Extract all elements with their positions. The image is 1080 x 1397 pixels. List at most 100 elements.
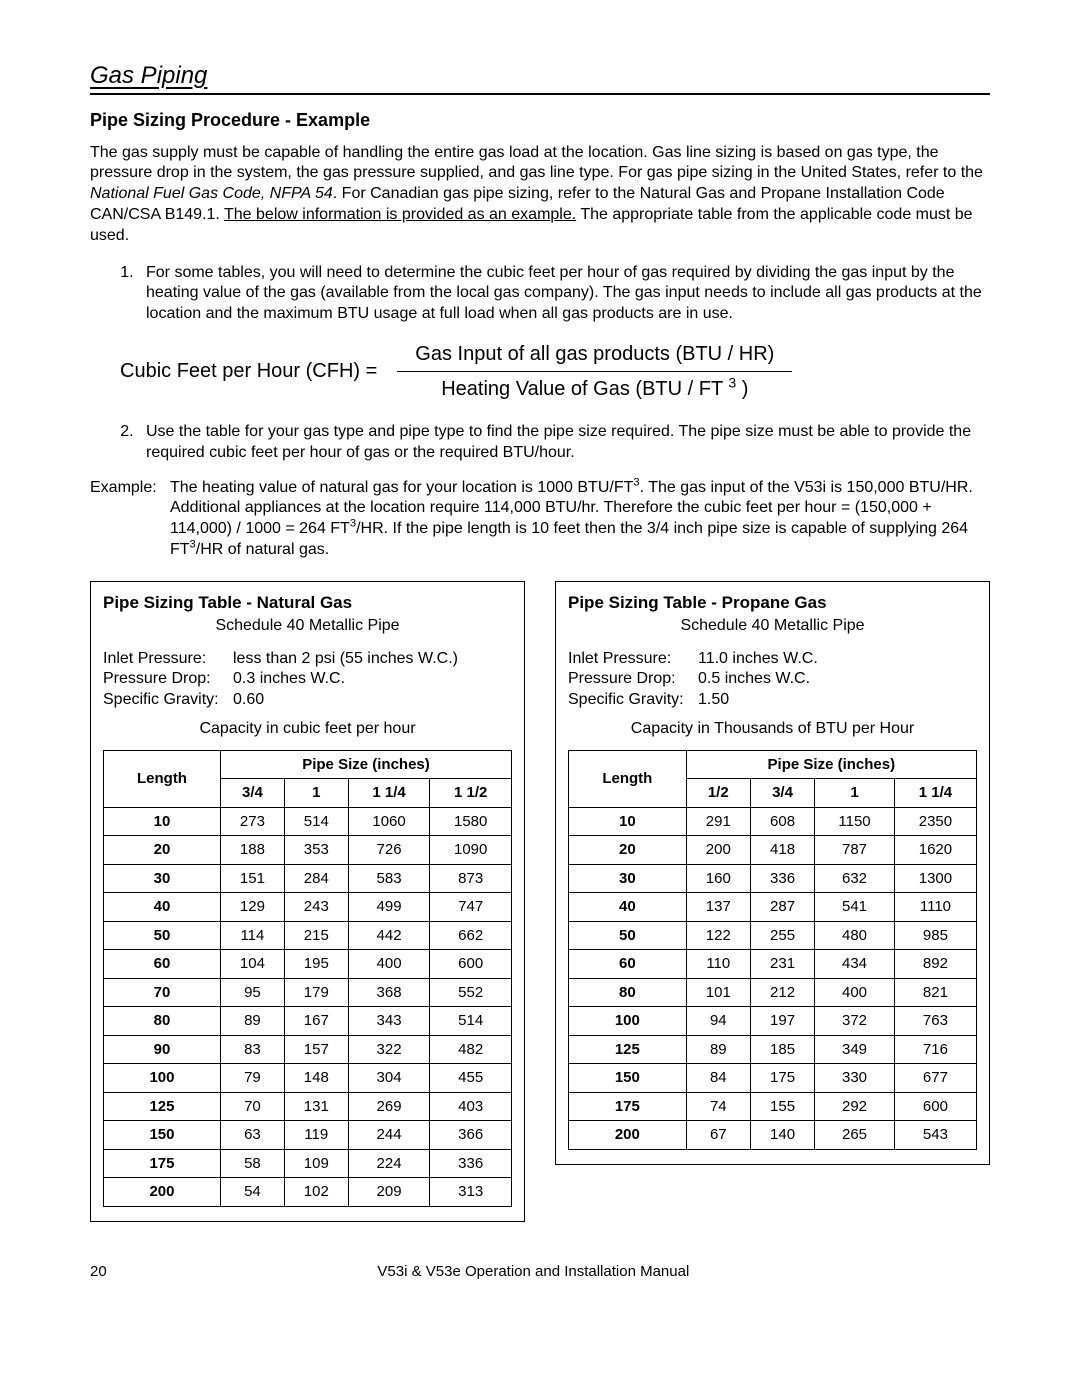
- pg-cell: 1620: [894, 836, 976, 865]
- intro-paragraph: The gas supply must be capable of handli…: [90, 143, 990, 247]
- table-row: 12570131269403: [104, 1092, 512, 1121]
- pg-cell: 1300: [894, 864, 976, 893]
- pg-cell: 100: [569, 1007, 687, 1036]
- ng-cell: 224: [348, 1149, 430, 1178]
- pg-inlet-label: Inlet Pressure:: [568, 649, 698, 670]
- pg-cell: 89: [686, 1035, 750, 1064]
- ng-grav-value: 0.60: [233, 690, 264, 711]
- example-label: Example:: [90, 478, 170, 561]
- pg-cell: 349: [815, 1035, 895, 1064]
- intro-underlined: The below information is provided as an …: [224, 206, 576, 223]
- ng-cell: 114: [220, 921, 284, 950]
- table-row: 20067140265543: [569, 1121, 977, 1150]
- ng-col-0: 3/4: [220, 779, 284, 808]
- ng-cell: 90: [104, 1035, 221, 1064]
- formula-lhs: Cubic Feet per Hour (CFH) =: [120, 358, 387, 384]
- pg-cell: 480: [815, 921, 895, 950]
- ng-cell: 514: [284, 807, 348, 836]
- pg-cell: 110: [686, 950, 750, 979]
- table-row: 60104195400600: [104, 950, 512, 979]
- ng-cell: 20: [104, 836, 221, 865]
- pg-col-2: 1: [815, 779, 895, 808]
- pg-caption: Capacity in Thousands of BTU per Hour: [568, 719, 977, 740]
- pg-cell: 632: [815, 864, 895, 893]
- ng-cell: 1090: [430, 836, 512, 865]
- ng-cell: 322: [348, 1035, 430, 1064]
- pg-cell: 101: [686, 978, 750, 1007]
- pg-cell: 74: [686, 1092, 750, 1121]
- pg-cell: 787: [815, 836, 895, 865]
- formula-cfh: Cubic Feet per Hour (CFH) = Gas Input of…: [120, 339, 990, 404]
- table-row: 12589185349716: [569, 1035, 977, 1064]
- ng-cell: 151: [220, 864, 284, 893]
- ng-cell: 83: [220, 1035, 284, 1064]
- ng-cell: 403: [430, 1092, 512, 1121]
- ng-col-3: 1 1/2: [430, 779, 512, 808]
- ng-cell: 10: [104, 807, 221, 836]
- ng-cell: 400: [348, 950, 430, 979]
- ng-cell: 366: [430, 1121, 512, 1150]
- ng-cell: 244: [348, 1121, 430, 1150]
- table-row: 9083157322482: [104, 1035, 512, 1064]
- pg-cell: 677: [894, 1064, 976, 1093]
- ng-cell: 80: [104, 1007, 221, 1036]
- pg-grav-value: 1.50: [698, 690, 729, 711]
- ng-grav-label: Specific Gravity:: [103, 690, 233, 711]
- ng-cell: 188: [220, 836, 284, 865]
- ng-cell: 1580: [430, 807, 512, 836]
- pg-cell: 265: [815, 1121, 895, 1150]
- table-row: 20054102209313: [104, 1178, 512, 1207]
- intro-part1: The gas supply must be capable of handli…: [90, 144, 983, 182]
- pg-cell: 140: [750, 1121, 814, 1150]
- formula-denom-pre: Heating Value of Gas (BTU / FT: [441, 378, 728, 400]
- ng-cell: 100: [104, 1064, 221, 1093]
- ng-cell: 336: [430, 1149, 512, 1178]
- ng-cell: 79: [220, 1064, 284, 1093]
- ng-cell: 215: [284, 921, 348, 950]
- ng-cell: 269: [348, 1092, 430, 1121]
- pg-cell: 541: [815, 893, 895, 922]
- page-footer: 20 V53i & V53e Operation and Installatio…: [90, 1262, 990, 1282]
- pg-cell: 175: [750, 1064, 814, 1093]
- tables-row: Pipe Sizing Table - Natural Gas Schedule…: [90, 581, 990, 1222]
- pg-cell: 10: [569, 807, 687, 836]
- natural-gas-table-block: Pipe Sizing Table - Natural Gas Schedule…: [90, 581, 525, 1222]
- ng-cell: 442: [348, 921, 430, 950]
- table-row: 17574155292600: [569, 1092, 977, 1121]
- ng-cell: 179: [284, 978, 348, 1007]
- ng-cell: 200: [104, 1178, 221, 1207]
- section-title: Gas Piping: [90, 60, 990, 95]
- propane-gas-table-block: Pipe Sizing Table - Propane Gas Schedule…: [555, 581, 990, 1165]
- pg-grav-label: Specific Gravity:: [568, 690, 698, 711]
- ng-table-title: Pipe Sizing Table - Natural Gas: [103, 592, 512, 614]
- pg-cell: 985: [894, 921, 976, 950]
- pg-cell: 84: [686, 1064, 750, 1093]
- pg-cell: 30: [569, 864, 687, 893]
- pg-cell: 150: [569, 1064, 687, 1093]
- table-row: 50122255480985: [569, 921, 977, 950]
- ng-drop-value: 0.3 inches W.C.: [233, 669, 345, 690]
- ng-cell: 662: [430, 921, 512, 950]
- ng-cell: 131: [284, 1092, 348, 1121]
- pg-cell: 212: [750, 978, 814, 1007]
- footer-title: V53i & V53e Operation and Installation M…: [107, 1262, 960, 1282]
- table-row: 7095179368552: [104, 978, 512, 1007]
- pg-cell: 600: [894, 1092, 976, 1121]
- ng-cell: 284: [284, 864, 348, 893]
- ng-cell: 455: [430, 1064, 512, 1093]
- pg-drop-label: Pressure Drop:: [568, 669, 698, 690]
- formula-denominator: Heating Value of Gas (BTU / FT 3 ): [397, 372, 792, 404]
- procedure-steps-2: Use the table for your gas type and pipe…: [90, 422, 990, 464]
- pg-cell: 543: [894, 1121, 976, 1150]
- ng-cell: 499: [348, 893, 430, 922]
- ng-cell: 157: [284, 1035, 348, 1064]
- ng-cell: 368: [348, 978, 430, 1007]
- pg-cell: 155: [750, 1092, 814, 1121]
- pg-cell: 2350: [894, 807, 976, 836]
- table-row: 30151284583873: [104, 864, 512, 893]
- table-row: 1029160811502350: [569, 807, 977, 836]
- ng-cell: 63: [220, 1121, 284, 1150]
- formula-rhs: Gas Input of all gas products (BTU / HR)…: [387, 339, 802, 404]
- table-row: 50114215442662: [104, 921, 512, 950]
- pg-data-table: Length Pipe Size (inches) 1/23/411 1/4 1…: [568, 750, 977, 1150]
